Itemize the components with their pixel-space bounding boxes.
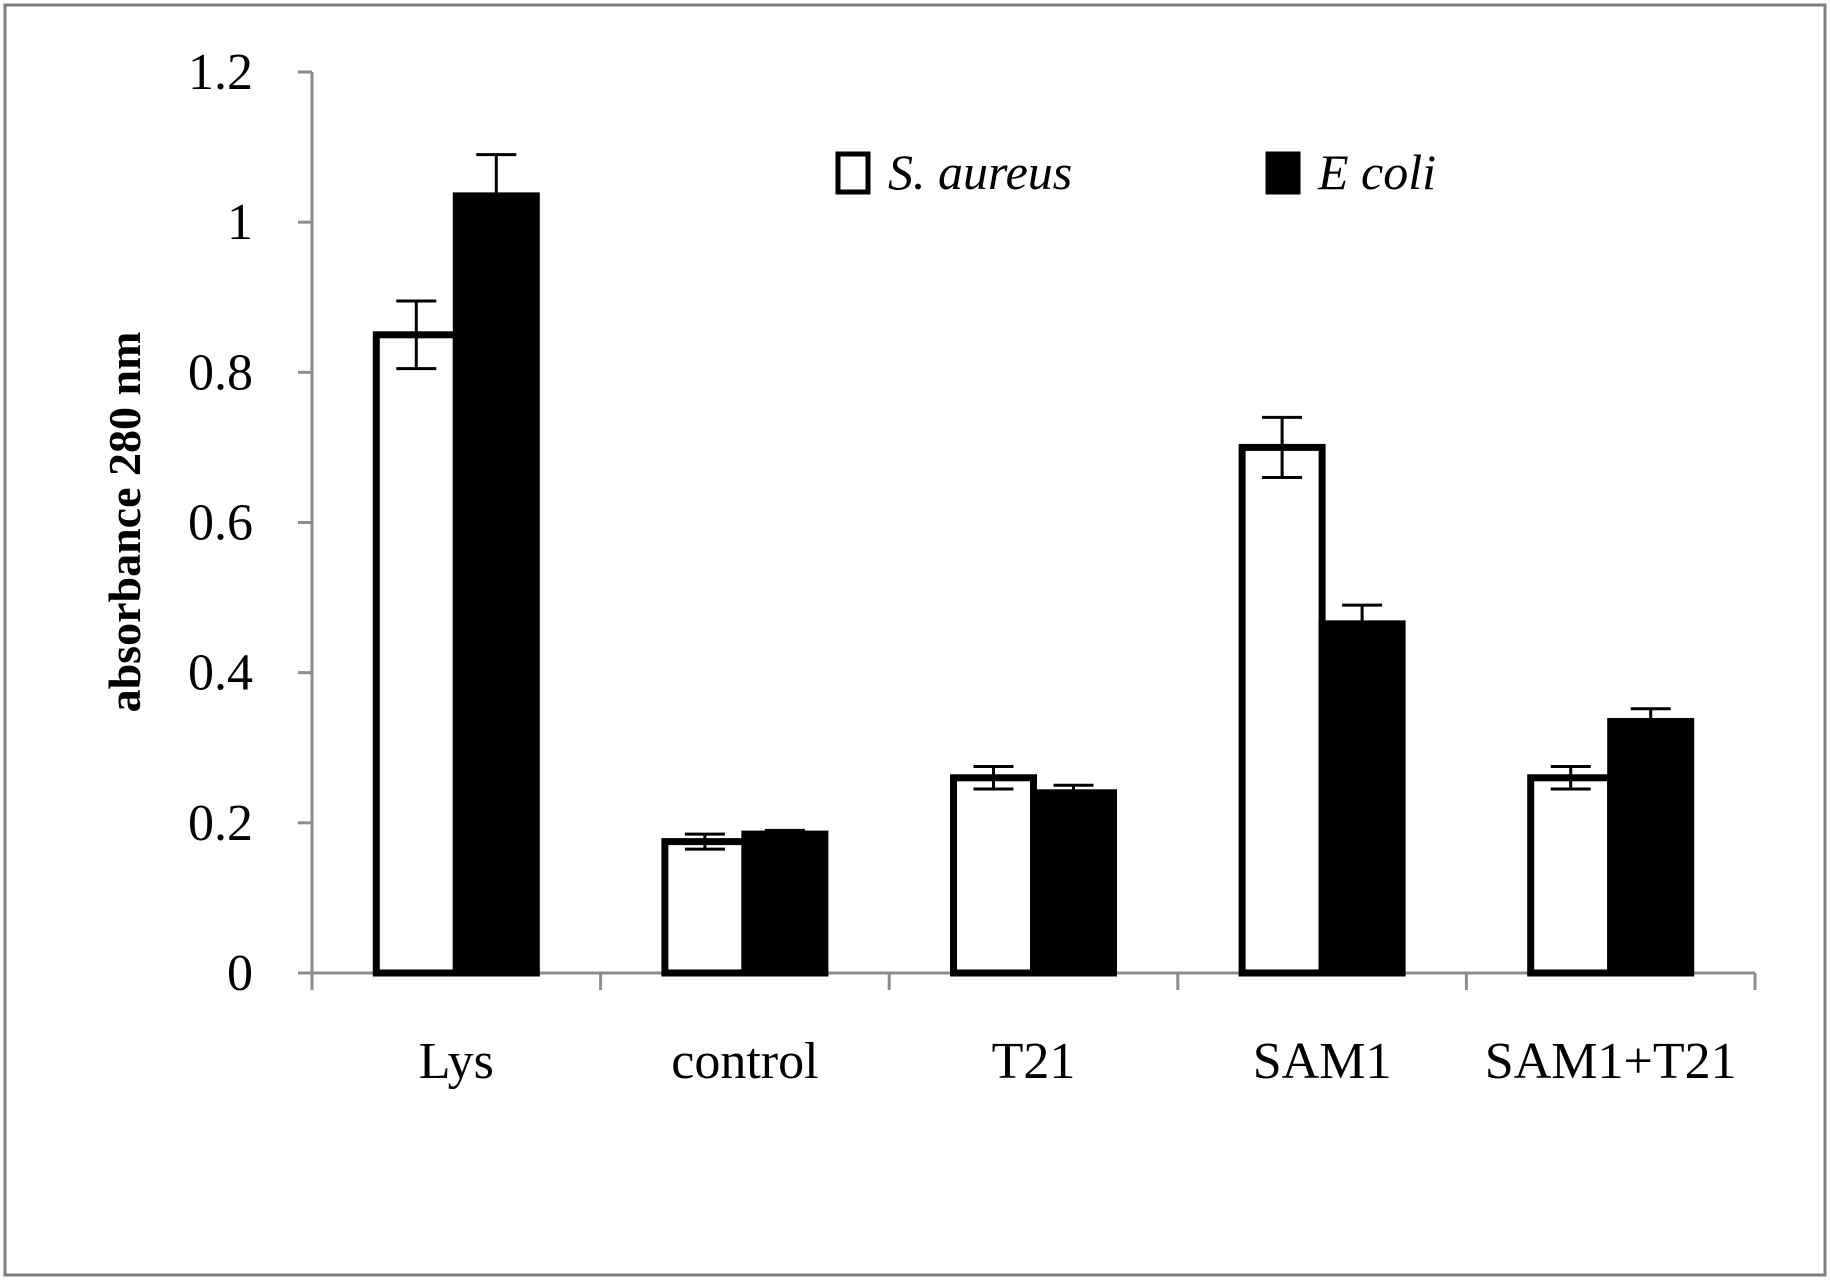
error-bar-s-aureus-t21 <box>973 765 1014 791</box>
category-label-t21: T21 <box>992 1033 1076 1090</box>
error-bar-s-aureus-sam1 <box>1262 415 1303 479</box>
error-bar-s-aureus-sam1-t21 <box>1550 765 1591 791</box>
bar-s-aureus-sam1-t21 <box>1527 774 1615 977</box>
category-label-sam1-t21: SAM1+T21 <box>1485 1033 1737 1090</box>
y-tick-label: 0.2 <box>188 795 253 852</box>
legend-label-s-aureus: S. aureus <box>888 144 1072 200</box>
error-bar-e-coli-sam1-t21 <box>1630 707 1671 736</box>
bar-s-aureus-t21 <box>950 774 1037 977</box>
y-tick-label: 0.8 <box>188 344 253 401</box>
y-tick-label: 0.4 <box>188 645 253 702</box>
y-tick-label: 1 <box>227 194 253 251</box>
bar-e-coli-sam1-t21 <box>1607 717 1695 977</box>
category-label-lys: Lys <box>419 1033 494 1090</box>
y-tick-label: 0 <box>227 945 253 1002</box>
bar-s-aureus-lys <box>372 331 460 977</box>
bar-e-coli-sam1 <box>1318 620 1406 977</box>
legend: S. aureus E coli <box>835 144 1436 200</box>
category-label-sam1: SAM1 <box>1253 1033 1392 1090</box>
y-tick-label: 1.2 <box>188 44 253 101</box>
error-bar-e-coli-t21 <box>1053 783 1094 802</box>
chart-border <box>3 3 1827 1277</box>
error-bar-e-coli-lys <box>476 153 517 239</box>
legend-swatch-s-aureus <box>835 151 871 195</box>
y-axis-title: absorbance 280 nm <box>99 332 150 713</box>
y-tick-label: 0.6 <box>188 495 253 552</box>
bar-e-coli-lys <box>452 192 540 977</box>
bar-e-coli-t21 <box>1030 789 1117 977</box>
error-bar-e-coli-sam1 <box>1342 603 1383 645</box>
category-label-control: control <box>671 1033 818 1090</box>
bar-e-coli-control <box>741 830 829 977</box>
legend-swatch-e-coli <box>1265 151 1301 195</box>
error-bar-e-coli-control <box>764 828 805 840</box>
error-bar-s-aureus-lys <box>396 299 437 371</box>
bar-s-aureus-sam1 <box>1238 443 1326 977</box>
error-bar-s-aureus-control <box>684 832 725 851</box>
bar-s-aureus-control <box>661 838 749 977</box>
legend-label-e-coli: E coli <box>1317 144 1436 200</box>
